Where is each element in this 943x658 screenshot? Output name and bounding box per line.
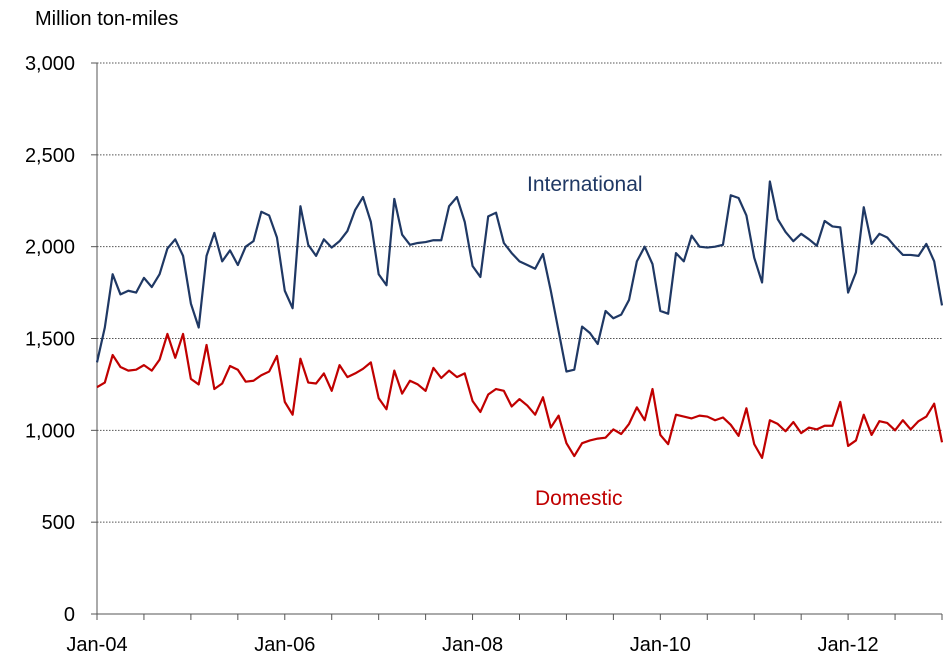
y-tick-label: 0: [64, 604, 75, 626]
x-tick-label: Jan-06: [254, 634, 315, 656]
y-tick-label: 3,000: [25, 53, 75, 75]
y-tick-label: 1,000: [25, 420, 75, 442]
y-tick-labels: 0 500 1,000 1,500 2,000 2,500 3,000: [25, 53, 75, 626]
x-tick-label: Jan-10: [630, 634, 691, 656]
y-tick-label: 2,500: [25, 145, 75, 167]
y-tick-label: 500: [42, 512, 75, 534]
series-label-international: International: [527, 173, 643, 196]
y-tick-label: 2,000: [25, 237, 75, 259]
series-line-international: [95, 180, 943, 373]
y-axis-title: Million ton-miles: [35, 8, 179, 30]
gridlines: [97, 62, 942, 523]
y-tick-label: 1,500: [25, 329, 75, 351]
x-tick-label: Jan-04: [66, 634, 127, 656]
x-tick-label: Jan-12: [818, 634, 879, 656]
series-labels: International Domestic: [527, 173, 643, 510]
x-tick-labels: Jan-04 Jan-06 Jan-08 Jan-10 Jan-12: [66, 634, 878, 656]
series-line-domestic: [96, 332, 943, 459]
series-label-domestic: Domestic: [535, 487, 623, 510]
x-tick-label: Jan-08: [442, 634, 503, 656]
axes: [91, 62, 943, 620]
series-lines: [95, 180, 943, 459]
